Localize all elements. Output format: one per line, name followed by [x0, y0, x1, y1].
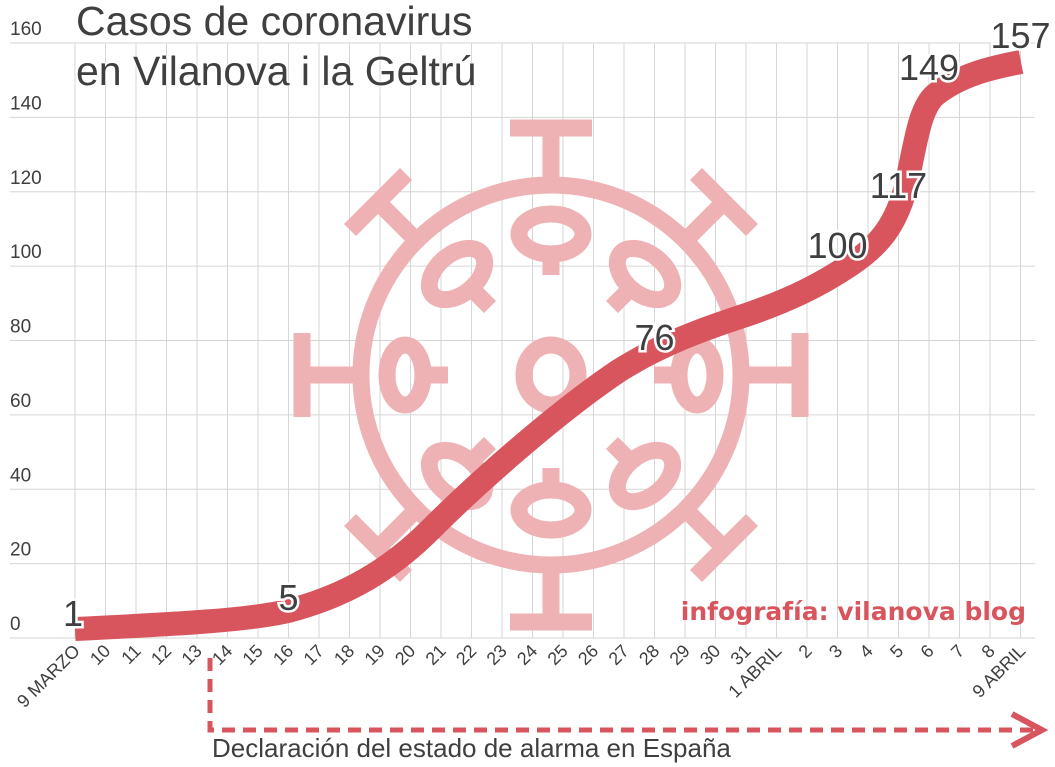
x-tick-label: 16	[269, 641, 297, 669]
cases-line	[74, 50, 1024, 641]
x-tick-label: 29	[666, 641, 694, 669]
state-of-alarm-arrow	[207, 658, 1035, 733]
x-tick-label: 17	[300, 641, 328, 669]
x-tick-label: 9 MARZO	[13, 641, 84, 712]
y-axis-ticks: 0 20 40 60 80 100 120 140 160	[10, 19, 42, 635]
x-tick-label: 12	[147, 641, 175, 669]
x-tick-label: 30	[696, 641, 724, 669]
x-tick-label: 19	[361, 641, 389, 669]
x-tick-label: 18	[330, 641, 358, 669]
title-line-1: Casos de coronavirus	[76, 0, 473, 44]
x-tick-label: 3	[825, 641, 846, 662]
y-tick-label: 0	[10, 614, 21, 635]
y-tick-label: 160	[10, 19, 42, 40]
x-tick-label: 8	[978, 641, 999, 662]
x-tick-label: 22	[452, 641, 480, 669]
x-tick-label: 27	[605, 641, 633, 669]
x-axis-ticks: 9 MARZO 10 11 12 13 14 15 16 17 18 19 20 21 22 23 24 25 2…	[13, 641, 1029, 712]
arrow-head-icon	[1010, 711, 1049, 749]
y-tick-label: 80	[10, 317, 31, 338]
x-tick-label: 13	[178, 641, 206, 669]
x-tick-label: 25	[544, 641, 572, 669]
y-tick-label: 100	[10, 242, 42, 263]
annotation-text: Declaración del estado de alarma en Espa…	[212, 733, 731, 763]
chart-title: Casos de coronavirus en Vilanova i la Ge…	[76, 0, 476, 96]
x-tick-label: 24	[513, 641, 541, 669]
y-tick-label: 40	[10, 465, 31, 486]
y-tick-label: 60	[10, 391, 31, 412]
value-label: 149	[899, 47, 959, 88]
x-tick-label: 11	[117, 641, 144, 668]
x-tick-label: 15	[239, 641, 267, 669]
x-tick-label: 21	[422, 641, 450, 669]
value-label: 157	[990, 15, 1050, 56]
virus-watermark-icon	[293, 119, 809, 631]
value-label: 117	[870, 165, 927, 206]
x-tick-label: 6	[917, 641, 938, 662]
y-tick-label: 120	[10, 168, 42, 189]
title-line-2: en Vilanova i la Geltrú	[76, 48, 477, 94]
x-tick-label: 23	[483, 641, 511, 669]
x-tick-label: 10	[86, 641, 114, 669]
value-label: 1	[63, 593, 83, 634]
credit-text: infografía: vilanova blog	[681, 597, 1026, 626]
x-tick-label: 9 ABRIL	[968, 641, 1029, 702]
y-tick-label: 20	[10, 540, 31, 561]
y-tick-label: 140	[10, 93, 42, 114]
x-tick-label: 5	[886, 641, 907, 662]
x-tick-label: 4	[856, 641, 877, 662]
x-tick-label: 7	[947, 641, 968, 662]
x-tick-label: 20	[391, 641, 419, 669]
value-label: 5	[278, 577, 298, 618]
value-label: 76	[634, 317, 674, 358]
value-label: 100	[807, 225, 867, 266]
x-tick-label: 26	[574, 641, 602, 669]
x-tick-label: 28	[635, 641, 663, 669]
x-tick-label: 2	[795, 641, 816, 662]
